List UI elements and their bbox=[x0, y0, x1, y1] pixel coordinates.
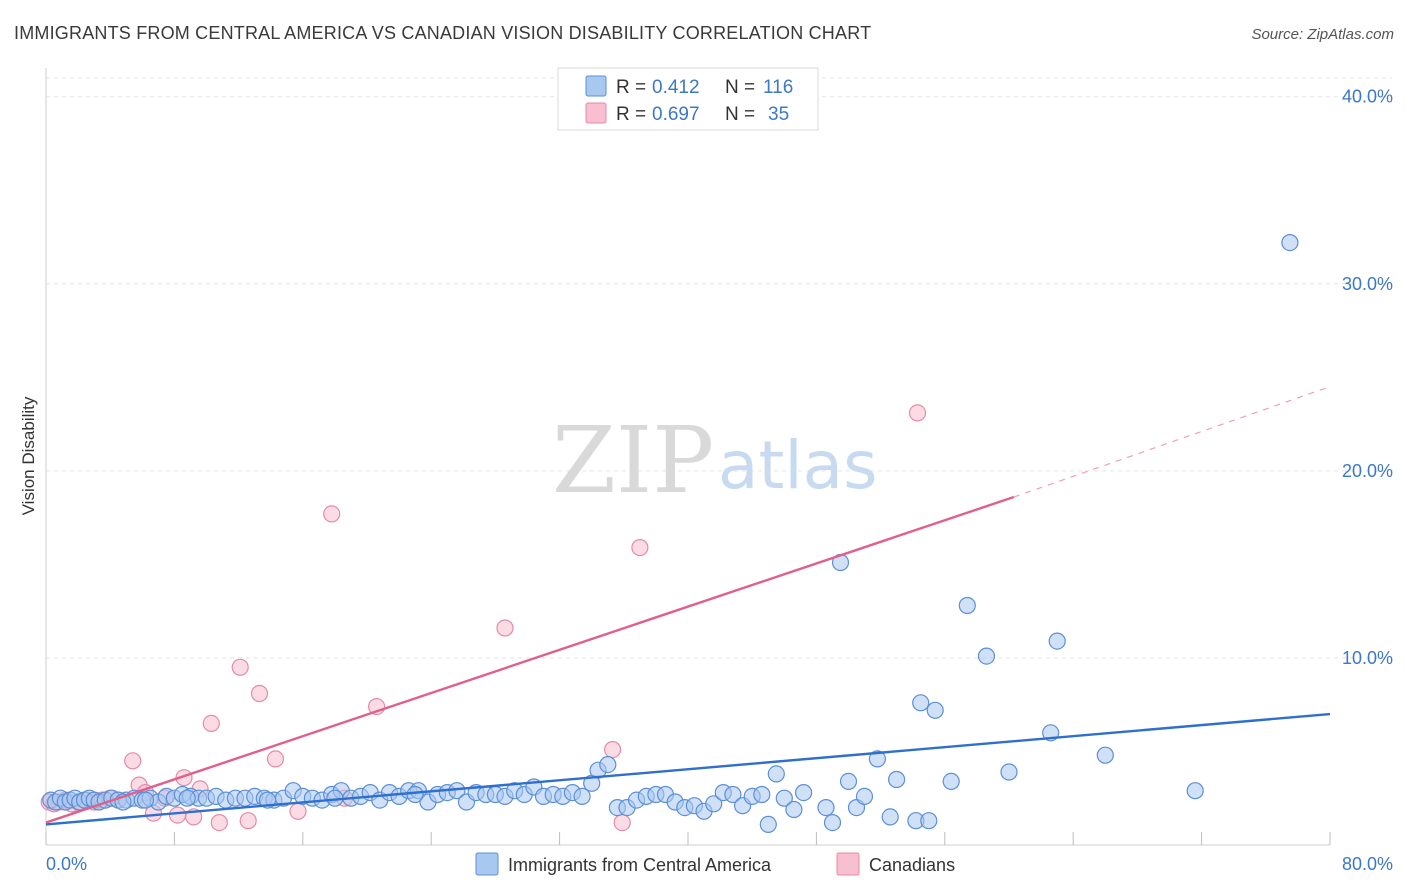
stats-legend-swatch-pink bbox=[585, 102, 607, 124]
data-point[interactable] bbox=[631, 538, 649, 557]
data-point[interactable] bbox=[767, 765, 785, 783]
data-point[interactable] bbox=[785, 800, 803, 819]
y-tick-label: 30.0% bbox=[1342, 274, 1393, 294]
stats-legend-n-value: 35 bbox=[768, 104, 789, 125]
data-point[interactable] bbox=[794, 783, 813, 802]
data-point[interactable] bbox=[912, 694, 930, 712]
y-tick-label: 40.0% bbox=[1342, 87, 1393, 107]
stats-legend-r-value: 0.697 bbox=[652, 104, 700, 125]
data-point[interactable] bbox=[775, 789, 793, 807]
data-point[interactable] bbox=[1048, 632, 1066, 650]
grid bbox=[46, 77, 1392, 659]
data-point[interactable] bbox=[759, 815, 777, 834]
data-point[interactable] bbox=[239, 812, 257, 830]
stats-legend-r-label: R = bbox=[616, 77, 646, 98]
watermark-atlas: atlas bbox=[718, 427, 878, 504]
series-legend-swatch-blue bbox=[475, 852, 499, 876]
data-point[interactable] bbox=[881, 808, 899, 826]
y-axis-label: Vision Disability bbox=[19, 396, 38, 515]
y-tick-labels: 10.0% 20.0% 30.0% 40.0% bbox=[1342, 87, 1393, 668]
stats-legend-n-label: N = bbox=[725, 77, 755, 98]
data-point[interactable] bbox=[323, 505, 341, 523]
data-point[interactable] bbox=[724, 785, 742, 804]
data-point[interactable] bbox=[817, 798, 835, 817]
data-point[interactable] bbox=[210, 813, 228, 832]
axes bbox=[45, 68, 1331, 846]
y-tick-label: 10.0% bbox=[1342, 648, 1393, 668]
data-point[interactable] bbox=[178, 789, 196, 807]
stats-legend-n-value: 116 bbox=[763, 77, 793, 98]
data-point[interactable] bbox=[887, 770, 906, 789]
series-immigrants bbox=[42, 234, 1299, 834]
series-legend-item-immigrants[interactable]: Immigrants from Central America bbox=[475, 852, 772, 876]
data-point[interactable] bbox=[705, 795, 723, 813]
data-point[interactable] bbox=[599, 755, 617, 774]
data-point[interactable] bbox=[136, 791, 155, 809]
data-point[interactable] bbox=[839, 772, 858, 791]
data-point[interactable] bbox=[753, 785, 771, 804]
data-point[interactable] bbox=[920, 812, 938, 830]
data-point[interactable] bbox=[926, 701, 944, 719]
data-point[interactable] bbox=[977, 647, 996, 665]
data-point[interactable] bbox=[406, 785, 424, 804]
trend-line-extension bbox=[1013, 386, 1331, 498]
stats-legend-row-1: R = 0.412 N = 116 bbox=[585, 75, 793, 98]
series-legend-item-canadians[interactable]: Canadians bbox=[836, 852, 955, 876]
trend-line-immigrants bbox=[45, 712, 1331, 826]
y-tick-label: 20.0% bbox=[1342, 461, 1393, 481]
data-point[interactable] bbox=[613, 813, 631, 832]
data-point[interactable] bbox=[942, 772, 960, 791]
series-layer bbox=[40, 234, 1299, 834]
data-point[interactable] bbox=[169, 806, 187, 824]
data-point[interactable] bbox=[958, 596, 976, 615]
stats-legend-n-label: N = bbox=[725, 104, 755, 125]
stats-legend: R = 0.412 N = 116 R = 0.697 N = 35 bbox=[557, 67, 819, 131]
data-point[interactable] bbox=[266, 750, 285, 768]
watermark: ZIP atlas bbox=[552, 407, 878, 514]
data-point[interactable] bbox=[1096, 746, 1114, 764]
data-point[interactable] bbox=[868, 750, 887, 768]
data-point[interactable] bbox=[231, 658, 249, 676]
stats-legend-row-2: R = 0.697 N = 35 bbox=[585, 102, 789, 125]
series-legend: Immigrants from Central America Canadian… bbox=[475, 852, 955, 876]
data-point[interactable] bbox=[1000, 763, 1018, 781]
data-point[interactable] bbox=[1281, 234, 1299, 252]
data-point[interactable] bbox=[908, 404, 927, 422]
data-point[interactable] bbox=[496, 619, 514, 637]
stats-legend-r-value: 0.412 bbox=[652, 77, 700, 98]
watermark-zip: ZIP bbox=[552, 407, 714, 514]
data-point[interactable] bbox=[603, 740, 622, 759]
data-point[interactable] bbox=[855, 787, 874, 806]
data-point[interactable] bbox=[250, 684, 269, 703]
data-point[interactable] bbox=[289, 802, 307, 820]
series-legend-label-canadians: Canadians bbox=[869, 855, 955, 875]
series-legend-swatch-pink bbox=[836, 852, 860, 876]
series-legend-label-immigrants: Immigrants from Central America bbox=[508, 855, 772, 875]
stats-legend-r-label: R = bbox=[616, 104, 646, 125]
data-point[interactable] bbox=[202, 714, 220, 733]
x-tick-labels: 0.0% 80.0% bbox=[46, 854, 1393, 874]
stats-legend-swatch-blue bbox=[585, 75, 607, 97]
data-point[interactable] bbox=[1186, 782, 1204, 800]
trend-layer bbox=[45, 386, 1331, 826]
data-point[interactable] bbox=[573, 787, 591, 806]
x-tick-label-max: 80.0% bbox=[1342, 854, 1393, 874]
chart-title: IMMIGRANTS FROM CENTRAL AMERICA VS CANAD… bbox=[14, 23, 871, 43]
x-tick-label-min: 0.0% bbox=[46, 854, 87, 874]
data-point[interactable] bbox=[823, 813, 842, 832]
trend-line-canadians bbox=[45, 495, 1015, 824]
data-point[interactable] bbox=[124, 752, 142, 770]
chart-source: Source: ZipAtlas.com bbox=[1251, 26, 1394, 43]
